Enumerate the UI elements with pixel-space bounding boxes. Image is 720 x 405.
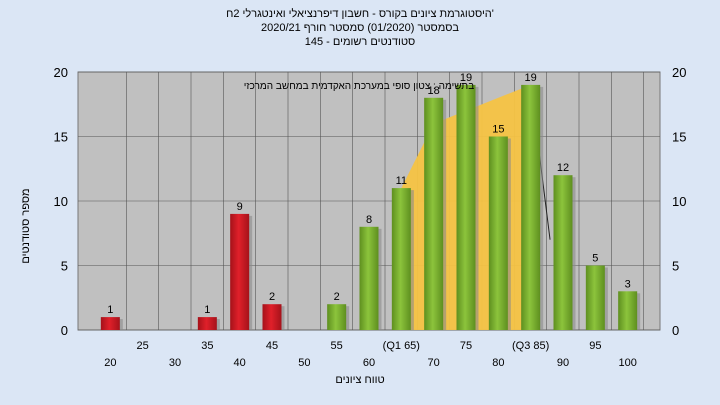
chart-subtitle-students: סטודנטים רשומים - 145 — [304, 36, 416, 48]
x-tick-label: 45 — [266, 340, 278, 352]
y-tick-label-left: 15 — [54, 130, 68, 145]
bar-value-label: 1 — [204, 304, 210, 316]
bar-value-label: 11 — [396, 175, 407, 187]
x-tick-label: 75 — [460, 340, 472, 352]
bar — [197, 317, 217, 330]
y-tick-label-right: 0 — [672, 323, 679, 338]
x-tick-label: 95 — [589, 340, 601, 352]
y-tick-label-right: 5 — [672, 259, 679, 274]
bar — [391, 188, 411, 330]
x-tick-label: 20 — [104, 357, 116, 369]
y-tick-label-left: 5 — [61, 259, 68, 274]
x-tick-label: 55 — [331, 340, 343, 352]
x-tick-label: 70 — [428, 357, 440, 369]
y-tick-label-right: 20 — [672, 65, 686, 80]
bar — [553, 175, 573, 330]
x-tick-label: 35 — [201, 340, 213, 352]
x-tick-label: 30 — [169, 357, 181, 369]
bar — [618, 291, 638, 330]
y-tick-label-left: 10 — [54, 194, 68, 209]
x-tick-label: 40 — [234, 357, 246, 369]
bar — [100, 317, 120, 330]
x-tick-label: 90 — [557, 357, 569, 369]
bar-value-label: 19 — [460, 72, 472, 84]
y-tick-label-right: 10 — [672, 194, 686, 209]
x-axis-label: טווח ציונים — [335, 374, 385, 386]
bar — [585, 265, 605, 330]
bar-value-label: 19 — [525, 72, 537, 84]
bar — [262, 304, 282, 330]
x-tick-label: 60 — [363, 357, 375, 369]
y-tick-label-right: 15 — [672, 130, 686, 145]
bar — [230, 213, 250, 330]
y-tick-label-left: 0 — [61, 323, 68, 338]
x-tick-label: (Q1 65) — [383, 340, 420, 352]
bar — [327, 304, 347, 330]
y-axis-label: מספר סטודנטים — [20, 188, 32, 264]
y-tick-label-left: 20 — [54, 65, 68, 80]
chart-subtitle-semester: בסמסטר (01/2020) סמסטר חורף 2020/21 — [260, 22, 460, 34]
x-tick-label: 50 — [298, 357, 310, 369]
bar-value-label: 12 — [557, 162, 569, 174]
bar-value-label: 15 — [492, 124, 504, 136]
bar — [456, 84, 476, 331]
bar-value-label: 2 — [334, 291, 340, 303]
bar — [359, 226, 379, 330]
bar-value-label: 1 — [107, 304, 113, 316]
chart-title: היסטוגרמת ציונים בקורס - חשבון דיפרנציאל… — [226, 8, 494, 20]
chart-annotation: בתשימה : צטון סופי במערכת האקדמית במחשב … — [244, 81, 474, 92]
bar — [424, 97, 444, 330]
bar-value-label: 2 — [269, 291, 275, 303]
bar-value-label: 9 — [237, 201, 243, 213]
bar — [488, 136, 508, 330]
x-tick-label: 25 — [137, 340, 149, 352]
x-tick-label: (Q3 85) — [512, 340, 549, 352]
bar-value-label: 8 — [366, 214, 372, 226]
bar-value-label: 18 — [428, 85, 440, 97]
bar-value-label: 3 — [625, 278, 631, 290]
bar-value-label: 5 — [592, 253, 598, 265]
x-tick-label: 80 — [492, 357, 504, 369]
x-tick-label: 100 — [618, 357, 636, 369]
bar — [521, 84, 541, 331]
